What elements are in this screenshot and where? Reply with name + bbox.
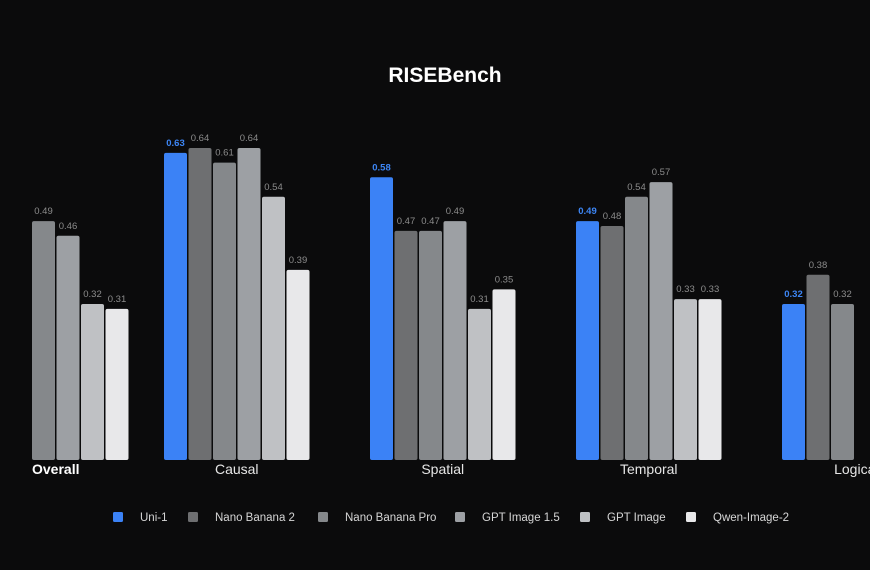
- value-label-temporal-uni-1: 0.49: [578, 206, 597, 217]
- bar-overall-gpt-image-1-5: [56, 235, 80, 460]
- bar-logical-uni-1: [782, 304, 805, 460]
- bar-spatial-gpt-image: [468, 308, 491, 460]
- value-label-overall-gpt-image-1-5: 0.46: [59, 221, 78, 232]
- value-label-temporal-gpt-image-1-5: 0.57: [652, 167, 671, 178]
- legend-label-qwen-image-2: Qwen-Image-2: [713, 512, 789, 524]
- legend-item-gpt-image-1-5: GPT Image 1.5: [455, 512, 560, 524]
- bar-causal-qwen-image-2: [286, 269, 310, 460]
- category-label-overall: Overall: [32, 461, 79, 477]
- value-label-spatial-qwen-image-2: 0.35: [495, 274, 514, 285]
- bar-temporal-gpt-image-1-5: [649, 182, 673, 460]
- value-label-spatial-gpt-image: 0.31: [470, 294, 489, 305]
- category-label-spatial: Spatial: [421, 461, 464, 477]
- legend-item-qwen-image-2: Qwen-Image-2: [686, 512, 789, 524]
- value-label-causal-gpt-image: 0.54: [264, 182, 283, 193]
- value-label-temporal-qwen-image-2: 0.33: [701, 284, 720, 295]
- legend-item-nano-banana-pro: Nano Banana Pro: [318, 512, 436, 524]
- value-label-causal-nano-banana-pro: 0.61: [215, 148, 234, 159]
- value-label-logical-nano-banana-pro: 0.32: [833, 289, 852, 300]
- legend-item-nano-banana-2: Nano Banana 2: [188, 512, 295, 524]
- legend-swatch-uni-1: [113, 512, 123, 522]
- bar-spatial-nano-banana-2: [394, 230, 418, 460]
- legend: Uni-1 Nano Banana 2 Nano Banana Pro GPT Ima…: [113, 512, 789, 524]
- value-label-spatial-gpt-image-1-5: 0.49: [446, 206, 465, 217]
- legend-swatch-qwen-image-2: [686, 512, 696, 522]
- bar-spatial-gpt-image-1-5: [443, 221, 467, 460]
- chart-title: RISEBench: [388, 64, 501, 87]
- value-label-spatial-nano-banana-2: 0.47: [397, 216, 416, 227]
- bar-spatial-nano-banana-pro: [419, 230, 442, 460]
- value-label-temporal-nano-banana-2: 0.48: [603, 211, 622, 222]
- bar-temporal-nano-banana-2: [600, 226, 624, 460]
- bar-causal-gpt-image: [262, 196, 285, 460]
- value-label-causal-nano-banana-2: 0.64: [191, 133, 210, 144]
- category-label-temporal: Temporal: [620, 461, 678, 477]
- value-label-spatial-nano-banana-pro: 0.47: [421, 216, 440, 227]
- bar-causal-nano-banana-2: [188, 148, 212, 460]
- bar-group-overall: 0.49 0.46 0.32 0.31 Overall: [32, 206, 129, 477]
- legend-swatch-nano-banana-pro: [318, 512, 328, 522]
- value-label-temporal-nano-banana-pro: 0.54: [627, 182, 646, 193]
- bar-overall-gpt-image: [81, 304, 104, 460]
- category-label-causal: Causal: [215, 461, 259, 477]
- legend-item-gpt-image: GPT Image: [580, 512, 666, 524]
- bar-logical-nano-banana-2: [806, 274, 830, 460]
- bar-overall-qwen-image-2: [105, 308, 129, 460]
- legend-item-uni-1: Uni-1: [113, 512, 167, 524]
- value-label-causal-uni-1: 0.63: [166, 138, 185, 149]
- bar-temporal-gpt-image: [674, 299, 697, 460]
- bar-causal-uni-1: [164, 152, 187, 460]
- bar-group-logical: 0.32 0.38 0.32 Logica: [782, 260, 870, 477]
- bar-spatial-uni-1: [370, 177, 393, 460]
- value-label-causal-gpt-image-1-5: 0.64: [240, 133, 259, 144]
- legend-label-gpt-image-1-5: GPT Image 1.5: [482, 512, 560, 524]
- value-label-logical-nano-banana-2: 0.38: [809, 260, 828, 271]
- bar-group-causal: 0.63 0.64 0.61 0.64 0.54 0.39 Causal: [164, 133, 310, 477]
- value-label-overall-qwen-image-2: 0.31: [108, 294, 127, 305]
- value-label-overall-nano-banana-pro: 0.49: [34, 206, 53, 217]
- bar-temporal-nano-banana-pro: [625, 196, 648, 460]
- bar-logical-nano-banana-pro: [831, 304, 854, 460]
- value-label-overall-gpt-image: 0.32: [83, 289, 102, 300]
- legend-label-nano-banana-2: Nano Banana 2: [215, 512, 295, 524]
- category-label-logical: Logica: [834, 461, 870, 477]
- legend-swatch-nano-banana-2: [188, 512, 198, 522]
- legend-swatch-gpt-image: [580, 512, 590, 522]
- bar-overall-nano-banana-pro: [32, 221, 55, 460]
- legend-swatch-gpt-image-1-5: [455, 512, 465, 522]
- bar-group-temporal: 0.49 0.48 0.54 0.57 0.33 0.33 Temporal: [576, 167, 722, 477]
- bar-temporal-qwen-image-2: [698, 299, 722, 460]
- legend-label-uni-1: Uni-1: [140, 512, 167, 524]
- bar-group-spatial: 0.58 0.47 0.47 0.49 0.31 0.35 Spatial: [370, 162, 516, 477]
- value-label-temporal-gpt-image: 0.33: [676, 284, 695, 295]
- bar-causal-gpt-image-1-5: [237, 148, 261, 460]
- legend-label-gpt-image: GPT Image: [607, 512, 666, 524]
- legend-label-nano-banana-pro: Nano Banana Pro: [345, 512, 436, 524]
- bar-temporal-uni-1: [576, 221, 599, 460]
- value-label-logical-uni-1: 0.32: [784, 289, 803, 300]
- bar-causal-nano-banana-pro: [213, 162, 236, 460]
- bar-spatial-qwen-image-2: [492, 289, 516, 460]
- value-label-spatial-uni-1: 0.58: [372, 162, 391, 173]
- value-label-causal-qwen-image-2: 0.39: [289, 255, 308, 266]
